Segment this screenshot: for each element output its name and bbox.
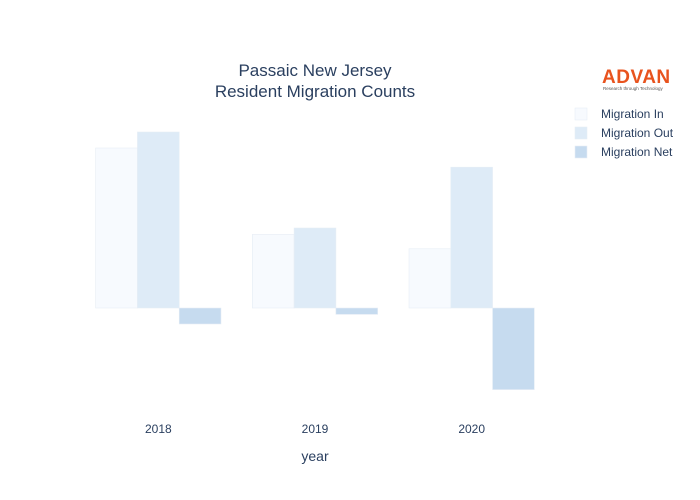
legend-swatch[interactable] <box>574 107 588 121</box>
bar-migration-net-2020 <box>492 307 535 390</box>
chart-title-line-1: Passaic New Jersey <box>238 61 392 80</box>
chart-title: Passaic New Jersey Resident Migration Co… <box>215 61 415 101</box>
x-tick-label: 2019 <box>302 422 329 436</box>
legend: Migration In Migration Out Migration Net <box>574 107 674 159</box>
bar-migration-in-2018 <box>95 147 138 309</box>
chart-title-line-2: Resident Migration Counts <box>215 82 415 101</box>
bar-migration-in-2020 <box>408 248 452 309</box>
legend-label[interactable]: Migration Net <box>601 145 673 159</box>
bar-migration-out-2018 <box>137 131 180 309</box>
advan-logo: ADVAN Research through Technology <box>602 67 671 91</box>
legend-swatch[interactable] <box>574 145 588 159</box>
bar-migration-net-2019 <box>335 307 378 315</box>
legend-swatch[interactable] <box>574 126 588 140</box>
x-axis-title: year <box>301 448 329 464</box>
bar-migration-in-2019 <box>252 234 295 309</box>
legend-label[interactable]: Migration Out <box>601 126 674 140</box>
logo-subtext: Research through Technology <box>603 86 663 91</box>
bar-migration-out-2019 <box>293 227 337 309</box>
x-tick-label: 2020 <box>458 422 485 436</box>
bar-migration-net-2018 <box>178 307 222 325</box>
bar-migration-out-2020 <box>450 166 493 309</box>
x-tick-label: 2018 <box>145 422 172 436</box>
bars-layer <box>95 131 535 390</box>
x-tick-labels: 2018 2019 2020 <box>145 422 485 436</box>
legend-label[interactable]: Migration In <box>601 107 664 121</box>
logo-text: ADVAN <box>602 67 671 88</box>
